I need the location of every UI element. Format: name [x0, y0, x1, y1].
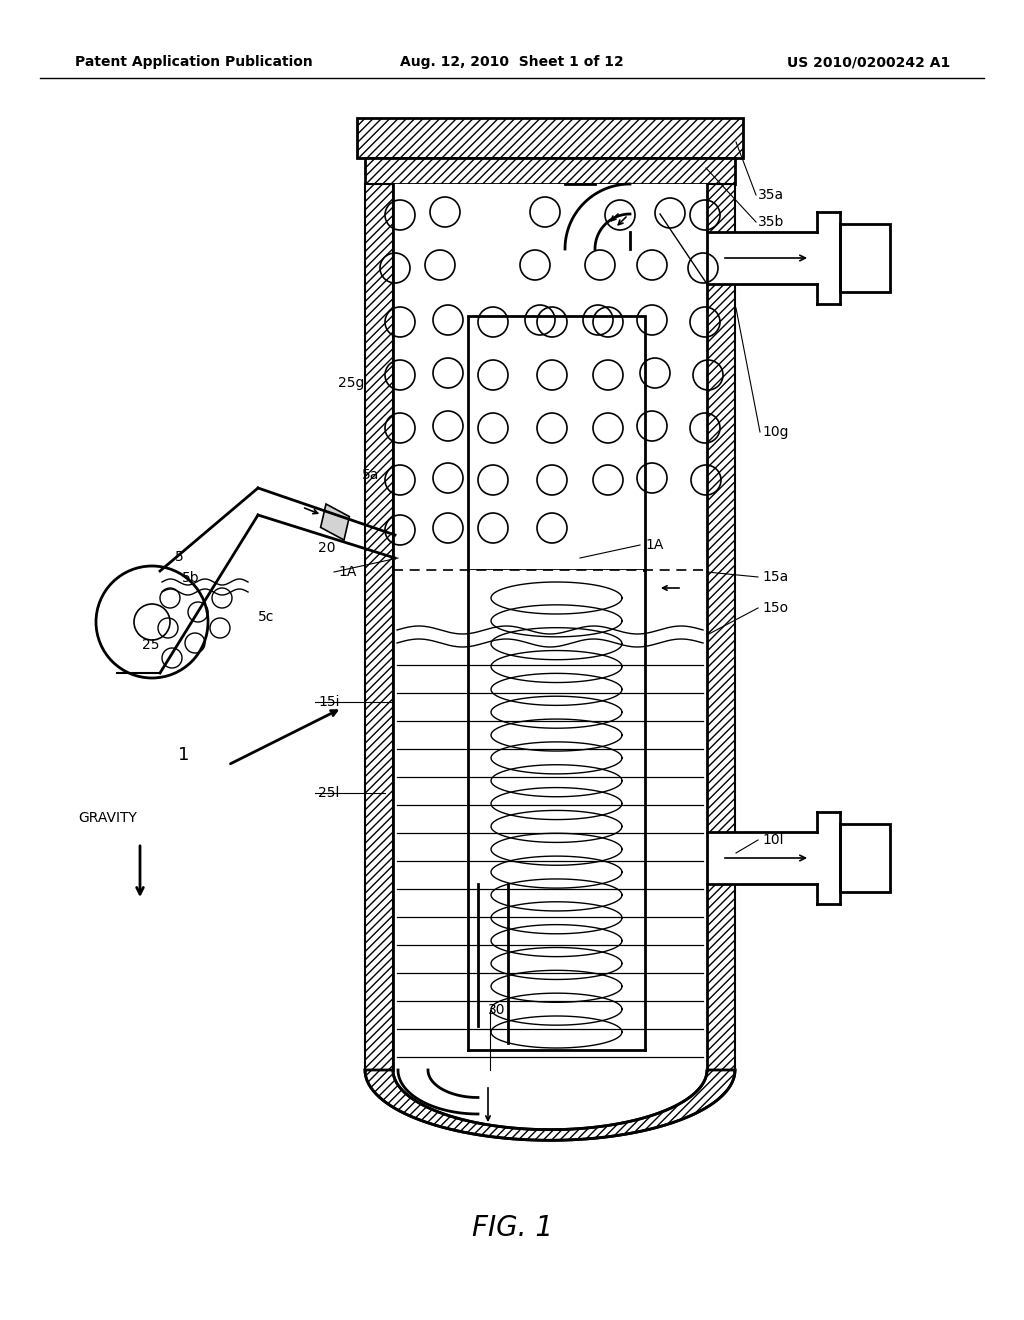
Text: 25g: 25g — [338, 376, 365, 389]
Text: 25: 25 — [142, 638, 160, 652]
Text: Aug. 12, 2010  Sheet 1 of 12: Aug. 12, 2010 Sheet 1 of 12 — [400, 55, 624, 69]
Text: Patent Application Publication: Patent Application Publication — [75, 55, 312, 69]
Bar — [707, 832, 817, 884]
Bar — [365, 158, 735, 183]
Text: 20: 20 — [318, 541, 336, 554]
Bar — [468, 315, 645, 570]
Text: 15o: 15o — [762, 601, 788, 615]
Text: 15a: 15a — [762, 570, 788, 583]
Polygon shape — [321, 504, 349, 540]
Bar — [365, 183, 393, 1071]
Text: 1: 1 — [178, 746, 189, 764]
Text: 5a: 5a — [362, 469, 379, 482]
Text: 1A: 1A — [645, 539, 664, 552]
Bar — [840, 824, 890, 892]
Polygon shape — [365, 1071, 735, 1140]
Bar — [707, 183, 735, 1071]
Bar — [357, 117, 743, 158]
Text: 5b: 5b — [182, 572, 200, 585]
Text: 30: 30 — [488, 1003, 506, 1016]
Bar — [393, 183, 707, 1071]
Text: GRAVITY: GRAVITY — [78, 810, 137, 825]
Text: 5c: 5c — [258, 610, 274, 624]
Bar — [840, 224, 890, 292]
Text: 35a: 35a — [758, 187, 784, 202]
Text: 25l: 25l — [318, 785, 339, 800]
Bar — [470, 570, 643, 1049]
Text: 5: 5 — [175, 550, 183, 564]
Text: 1A: 1A — [338, 565, 356, 579]
Text: US 2010/0200242 A1: US 2010/0200242 A1 — [786, 55, 950, 69]
Text: 10g: 10g — [762, 425, 788, 440]
Bar — [707, 232, 817, 284]
Text: FIG. 1: FIG. 1 — [471, 1214, 553, 1242]
Text: 15i: 15i — [318, 696, 340, 709]
Text: 10l: 10l — [762, 833, 783, 847]
Text: 35b: 35b — [758, 215, 784, 228]
